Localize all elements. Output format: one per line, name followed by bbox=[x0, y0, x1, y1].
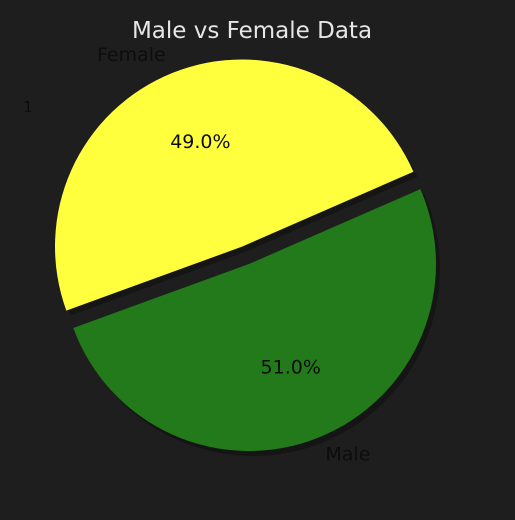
stray-mark: 1 bbox=[23, 98, 33, 116]
percent-label-male: 51.0% bbox=[261, 357, 321, 379]
slices-group bbox=[54, 59, 436, 451]
slice-male bbox=[73, 189, 436, 451]
slice-label-male: Male bbox=[325, 444, 370, 466]
slice-label-female: Female bbox=[97, 44, 166, 66]
percent-label-female: 49.0% bbox=[170, 131, 230, 153]
slice-female bbox=[54, 59, 414, 311]
chart-title: Male vs Female Data bbox=[132, 18, 372, 44]
labels-group: Male 51.0% Female 49.0% bbox=[97, 44, 370, 465]
